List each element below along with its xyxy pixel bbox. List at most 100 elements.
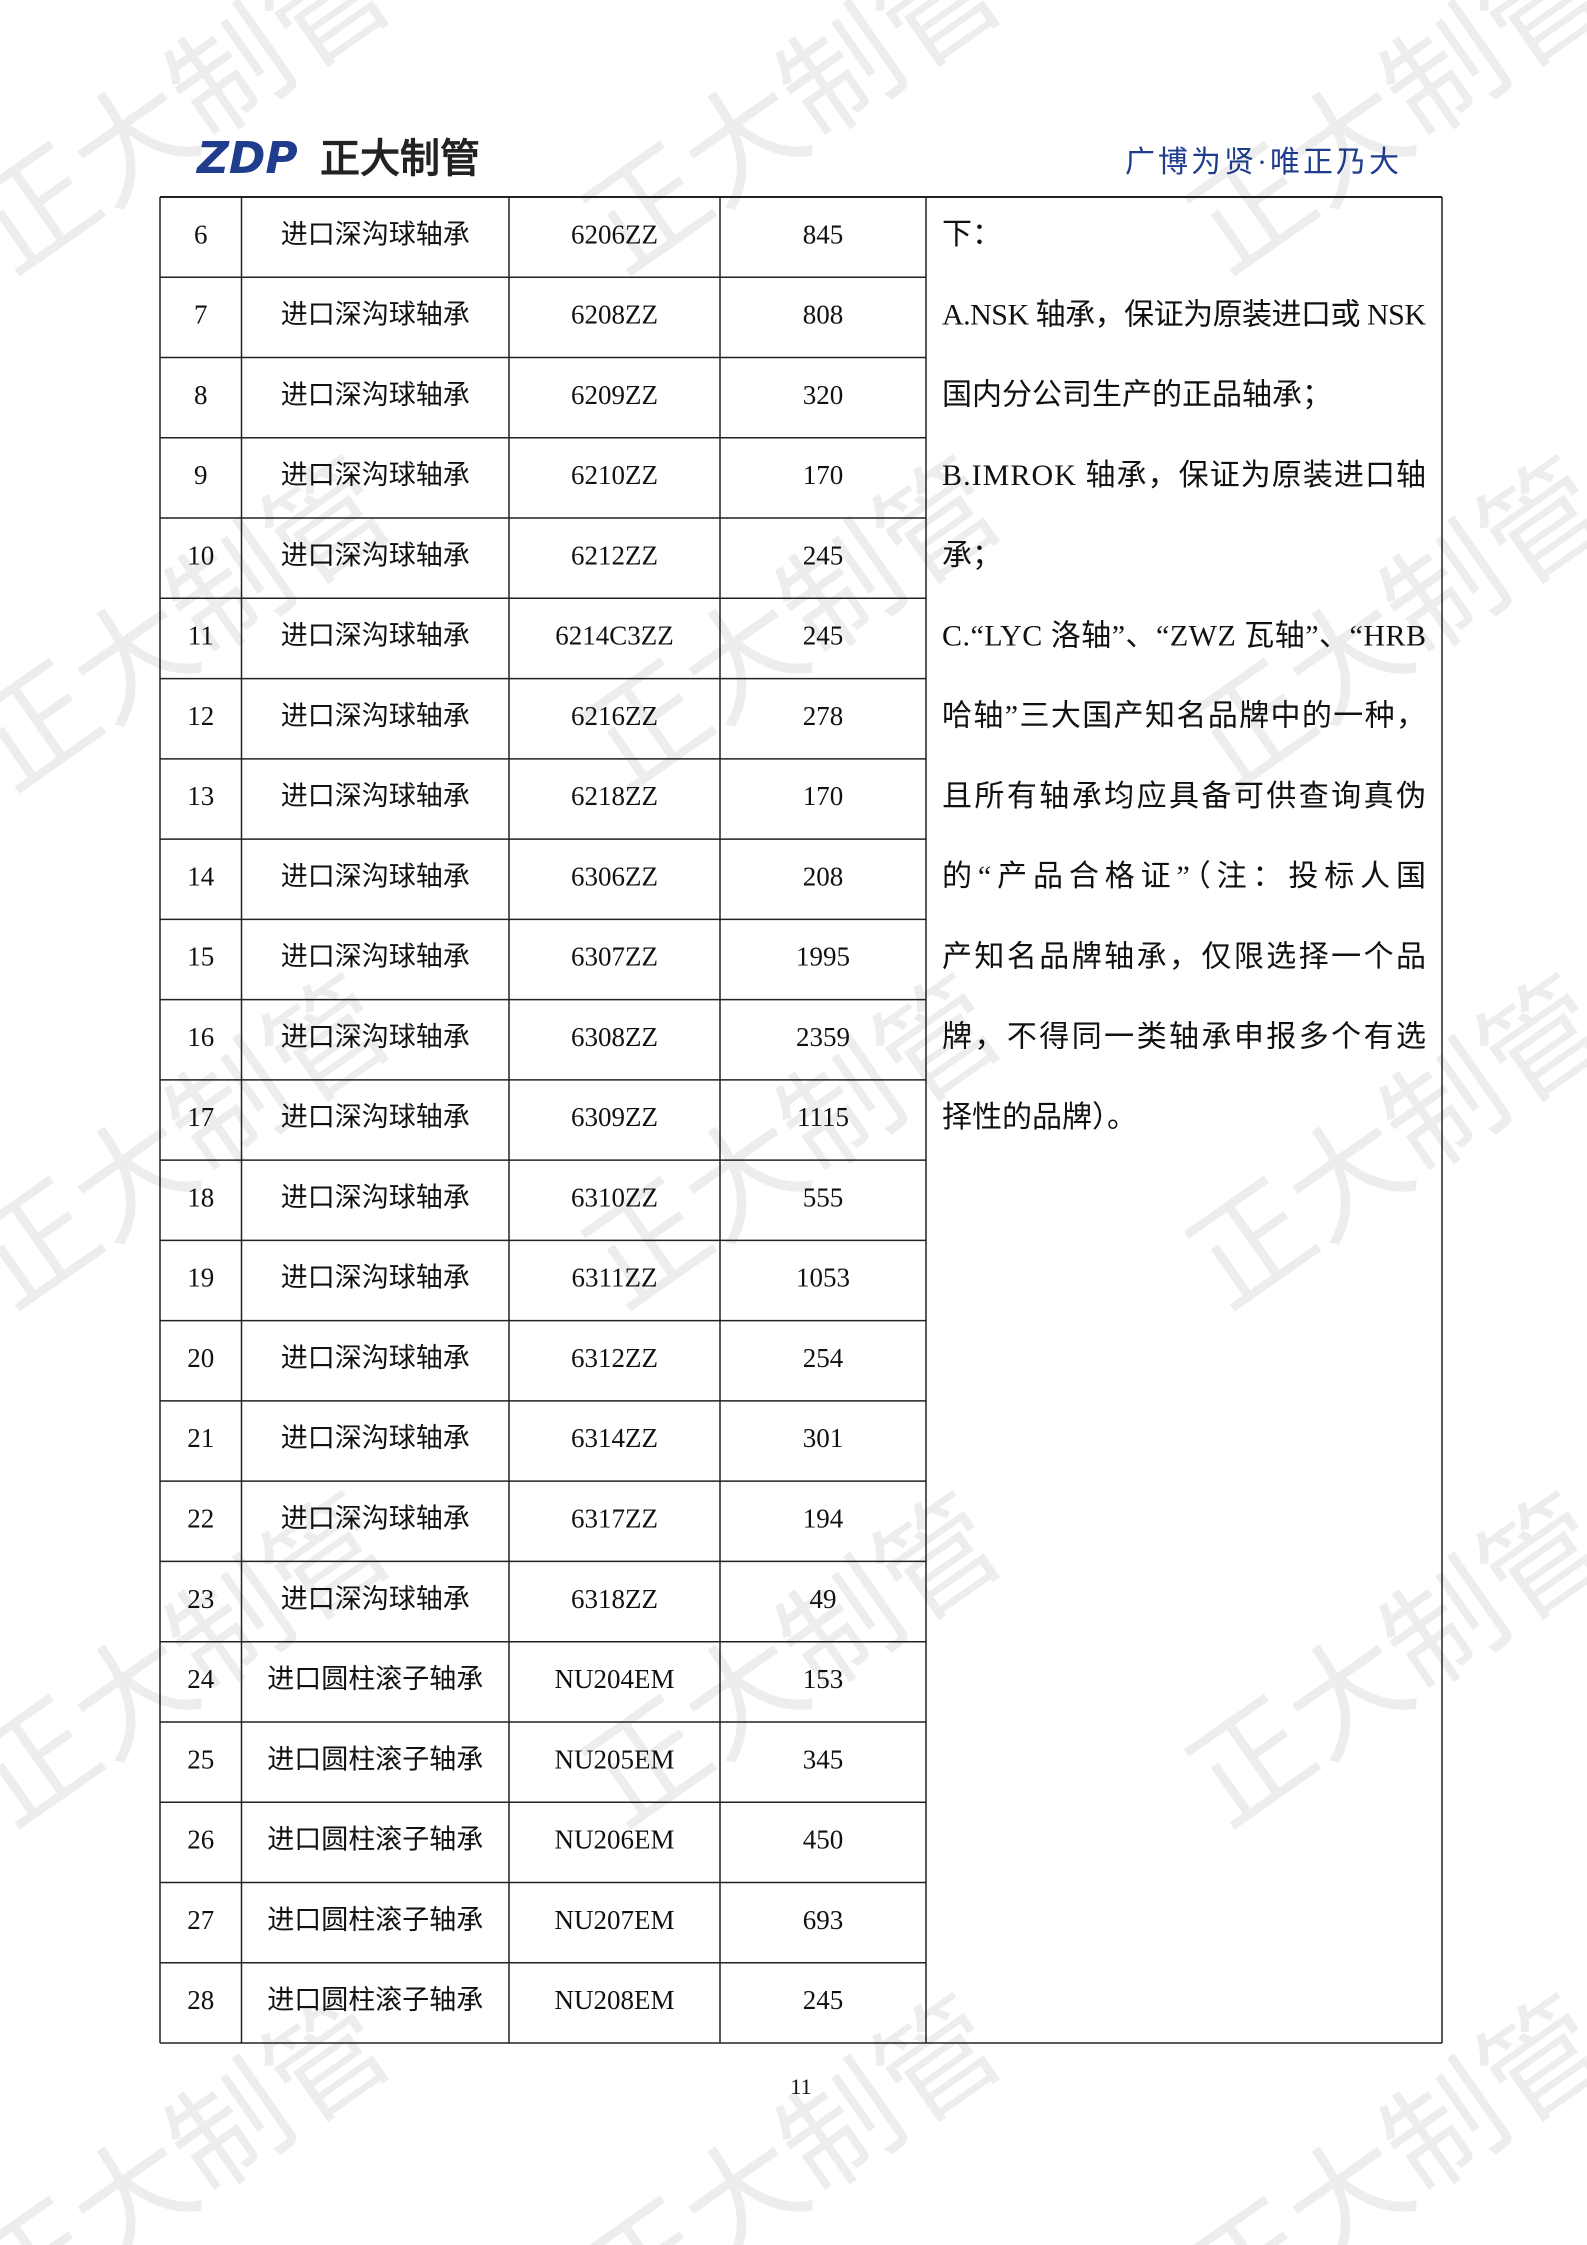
note-line: A.NSK 轴承，保证为原装进口或 NSK	[942, 298, 1426, 331]
table-cell: 进口深沟球轴承	[281, 701, 470, 731]
table-cell: 6218ZZ	[571, 781, 658, 811]
table-cell: 17	[187, 1102, 214, 1132]
table-cell: 25	[187, 1744, 214, 1774]
table-cell: 153	[803, 1664, 844, 1694]
table-cell: 23	[187, 1584, 214, 1614]
table-cell: 26	[187, 1825, 214, 1855]
table-cell: NU207EM	[555, 1905, 675, 1935]
table-cell: 进口深沟球轴承	[281, 300, 470, 330]
watermark: 正大制管	[1164, 951, 1587, 1335]
note-line: 牌，不得同一类轴承申报多个有选	[942, 1021, 1426, 1054]
note-line: 的“产品合格证”（注：投标人国	[942, 860, 1426, 893]
table-cell: 6309ZZ	[571, 1102, 658, 1132]
table-cell: 808	[803, 300, 844, 330]
note-line: C.“LYC 洛轴”、“ZWZ 瓦轴”、“HRB	[942, 619, 1426, 652]
table-cell: 进口深沟球轴承	[281, 1182, 470, 1212]
table-cell: 6306ZZ	[571, 861, 658, 891]
table-cell: 6308ZZ	[571, 1022, 658, 1052]
note-line: 产知名品牌轴承，仅限选择一个品	[942, 940, 1426, 973]
table-cell: 6314ZZ	[571, 1423, 658, 1453]
table-cell: 进口深沟球轴承	[281, 219, 470, 249]
table-cell: 6318ZZ	[571, 1584, 658, 1614]
watermark: 正大制管	[560, 0, 1026, 300]
table-cell: 进口圆柱滚子轴承	[267, 1905, 483, 1935]
table-cell: 进口深沟球轴承	[281, 1022, 470, 1052]
table-cell: 进口圆柱滚子轴承	[267, 1744, 483, 1774]
table-cell: 450	[803, 1825, 844, 1855]
table-cell: 进口深沟球轴承	[281, 861, 470, 891]
table-cell: 9	[194, 460, 208, 490]
table-cell: 进口深沟球轴承	[281, 942, 470, 972]
table-cell: 245	[803, 540, 844, 570]
table-cell: 27	[187, 1905, 214, 1935]
table-cell: 6307ZZ	[571, 942, 658, 972]
table-cell: 13	[187, 781, 214, 811]
table-cell: 555	[803, 1182, 844, 1212]
note-line: 国内分公司生产的正品轴承；	[942, 379, 1332, 412]
table-cell: 20	[187, 1343, 214, 1373]
table-cell: 301	[803, 1423, 844, 1453]
table-cell: NU205EM	[555, 1744, 675, 1774]
table-cell: 16	[187, 1022, 214, 1052]
table-cell: 845	[803, 219, 844, 249]
table-cell: 19	[187, 1263, 214, 1293]
slogan: 广博为贤·唯正乃大	[1125, 146, 1402, 179]
table-cell: 7	[194, 300, 208, 330]
watermark: 正大制管	[1164, 1971, 1587, 2245]
note-line: 下：	[942, 218, 1002, 251]
table-cell: 进口圆柱滚子轴承	[267, 1825, 483, 1855]
table-cell: 进口深沟球轴承	[281, 460, 470, 490]
table-cell: 进口深沟球轴承	[281, 1423, 470, 1453]
logo-text: 正大制管	[320, 136, 480, 182]
table-cell: 6317ZZ	[571, 1504, 658, 1534]
table-cell: 进口深沟球轴承	[281, 781, 470, 811]
table-cell: 6312ZZ	[571, 1343, 658, 1373]
note-line: 且所有轴承均应具备可供查询真伪	[942, 780, 1426, 813]
table-cell: 6209ZZ	[571, 380, 658, 410]
table-cell: 278	[803, 701, 844, 731]
table-cell: 15	[187, 942, 214, 972]
table-cell: 21	[187, 1423, 214, 1453]
note-line: 哈轴”三大国产知名品牌中的一种，	[942, 700, 1426, 733]
table-cell: 14	[187, 861, 215, 891]
watermark: 正大制管	[1164, 1469, 1587, 1853]
table-cell: 345	[803, 1744, 844, 1774]
table-cell: NU208EM	[555, 1985, 675, 2015]
table-cell: 49	[810, 1584, 837, 1614]
table-cell: 245	[803, 621, 844, 651]
table-cell: 1995	[796, 942, 850, 972]
table-cell: 进口深沟球轴承	[281, 380, 470, 410]
table-cell: 进口深沟球轴承	[281, 1584, 470, 1614]
table-cell: 6206ZZ	[571, 219, 658, 249]
table-cell: 进口深沟球轴承	[281, 1102, 470, 1132]
table-cell: 693	[803, 1905, 844, 1935]
table-cell: 1053	[796, 1263, 850, 1293]
table-cell: NU204EM	[555, 1664, 675, 1694]
table-cell: 208	[803, 861, 844, 891]
table-cell: 320	[803, 380, 844, 410]
table-cell: 进口圆柱滚子轴承	[267, 1985, 483, 2015]
table-cell: 1115	[797, 1102, 849, 1132]
table-cell: 254	[803, 1343, 844, 1373]
table-cell: 245	[803, 1985, 844, 2015]
table-cell: 进口深沟球轴承	[281, 540, 470, 570]
table-cell: 11	[188, 621, 214, 651]
table-cell: 194	[803, 1504, 844, 1534]
table-cell: 进口圆柱滚子轴承	[267, 1664, 483, 1694]
table-cell: 18	[187, 1182, 214, 1212]
table-cell: 进口深沟球轴承	[281, 1504, 470, 1534]
table-cell: 10	[187, 540, 214, 570]
note-line: 择性的品牌）。	[942, 1101, 1137, 1134]
table-cell: 6210ZZ	[571, 460, 658, 490]
table-cell: 6212ZZ	[571, 540, 658, 570]
note-line: 承；	[942, 539, 1002, 572]
note-line: B.IMROK 轴承，保证为原装进口轴	[942, 459, 1426, 492]
table-cell: 22	[187, 1504, 214, 1534]
table-cell: 进口深沟球轴承	[281, 1263, 470, 1293]
table-cell: 12	[187, 701, 214, 731]
watermark: 正大制管	[1164, 0, 1587, 300]
table-cell: 6311ZZ	[572, 1263, 658, 1293]
table-cell: 进口深沟球轴承	[281, 621, 470, 651]
